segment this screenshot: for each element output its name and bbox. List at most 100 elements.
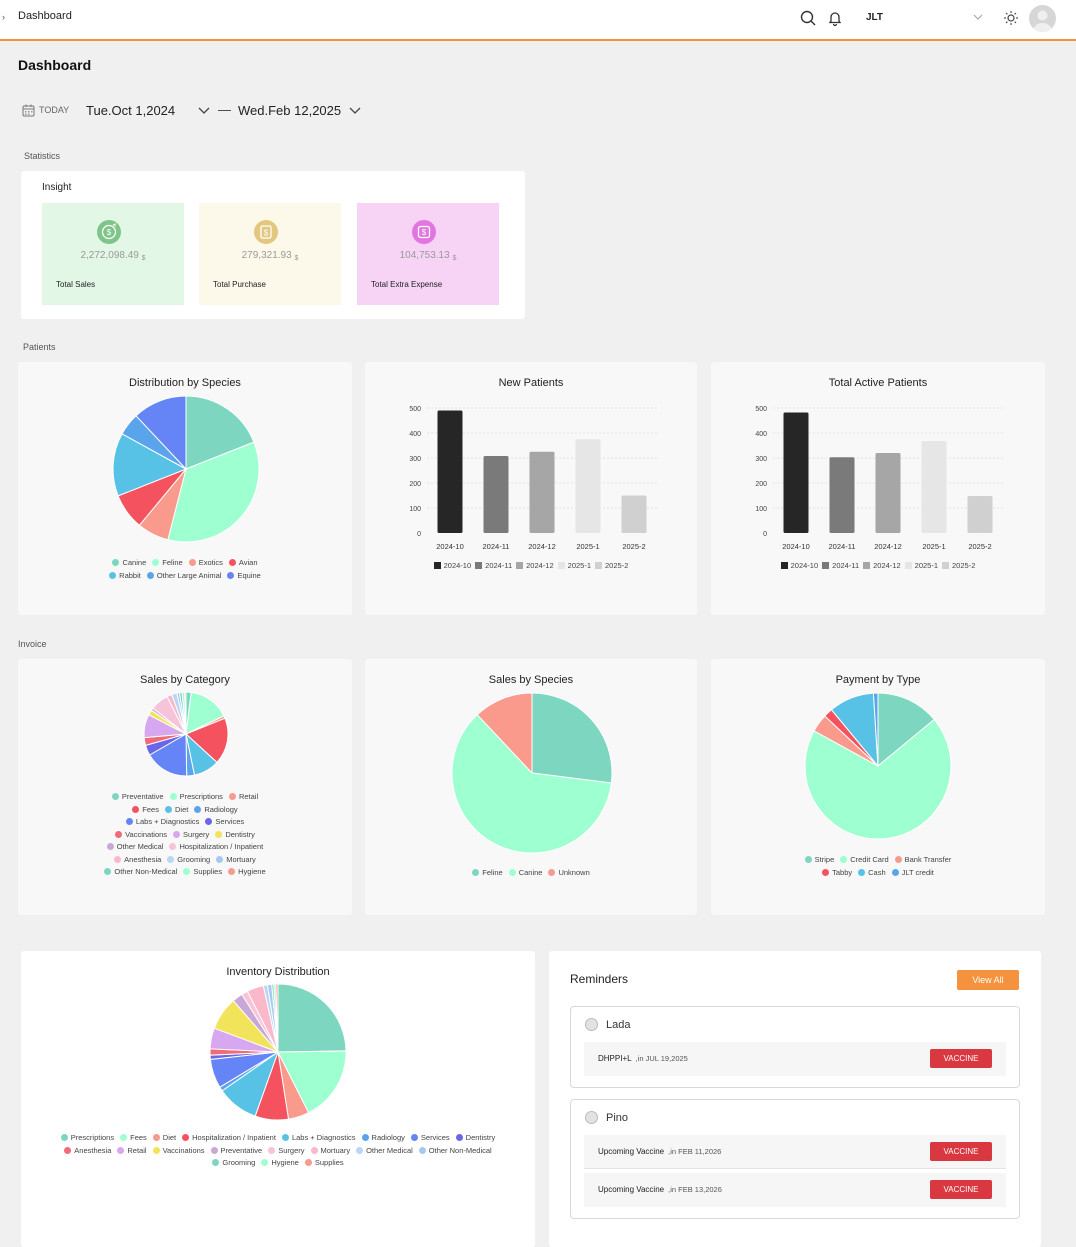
legend-item[interactable]: Anesthesia: [64, 1145, 111, 1158]
legend-item[interactable]: Hospitalization / Inpatient: [182, 1132, 276, 1145]
pie-slice-labs-diagnostics[interactable]: [148, 733, 188, 777]
legend-item[interactable]: Other Medical: [356, 1145, 413, 1158]
legend-item[interactable]: Labs + Diagnostics: [125, 816, 199, 829]
legend-item[interactable]: Fees: [132, 804, 159, 817]
legend-item[interactable]: Avian: [228, 557, 258, 570]
pie-slice-jlt-credit[interactable]: [872, 692, 879, 767]
vaccine-button[interactable]: VACCINE: [930, 1180, 992, 1199]
legend-item[interactable]: Surgery: [173, 829, 209, 842]
legend-item[interactable]: Hygiene: [261, 1157, 299, 1170]
legend-item[interactable]: Dentistry: [455, 1132, 495, 1145]
bar-2025-2[interactable]: [967, 496, 993, 533]
legend-item[interactable]: Cash: [858, 867, 886, 880]
legend-item[interactable]: Other Non-Medical: [418, 1145, 492, 1158]
stat-total-extra-expense[interactable]: $ 104,753.13 $ Total Extra Expense: [357, 203, 499, 305]
legend-item[interactable]: Hospitalization / Inpatient: [169, 841, 263, 854]
legend-item[interactable]: Retail: [117, 1145, 147, 1158]
legend-item[interactable]: Bank Transfer: [894, 854, 951, 867]
legend-item[interactable]: 2025-2: [595, 560, 628, 573]
legend-item[interactable]: Feline: [152, 557, 183, 570]
pie-slice-equine[interactable]: [135, 395, 187, 471]
bar-2024-10[interactable]: [437, 410, 463, 534]
legend-item[interactable]: Diet: [152, 1132, 176, 1145]
legend-item[interactable]: Other Medical: [106, 841, 163, 854]
pie-slice-canine[interactable]: [185, 395, 255, 470]
legend-item[interactable]: Mortuary: [216, 854, 256, 867]
bar-2024-11[interactable]: [483, 456, 509, 533]
legend-item[interactable]: Vaccinations: [115, 829, 167, 842]
legend-item[interactable]: Radiology: [361, 1132, 405, 1145]
legend-item[interactable]: Canine: [508, 867, 542, 880]
pie-slice-supplies[interactable]: [275, 983, 279, 1053]
legend-item[interactable]: Unknown: [548, 867, 590, 880]
calendar-icon[interactable]: [22, 104, 35, 117]
legend-item[interactable]: 2025-2: [942, 560, 975, 573]
legend-item[interactable]: 2024-11: [475, 560, 512, 573]
chevron-down-icon[interactable]: [971, 10, 985, 24]
legend-item[interactable]: Preventative: [111, 791, 164, 804]
legend-item[interactable]: Services: [410, 1132, 450, 1145]
legend-item[interactable]: Rabbit: [109, 570, 141, 583]
pie-slice-fees[interactable]: [277, 1050, 347, 1114]
bar-2025-1[interactable]: [921, 441, 947, 533]
vaccine-button[interactable]: VACCINE: [930, 1049, 992, 1068]
legend-item[interactable]: Surgery: [268, 1145, 305, 1158]
legend-item[interactable]: 2025-1: [904, 560, 938, 573]
legend-item[interactable]: Hygiene: [228, 866, 266, 879]
legend-item[interactable]: 2024-10: [780, 560, 818, 573]
legend-item[interactable]: Radiology: [194, 804, 238, 817]
chevron-down-icon[interactable]: [348, 105, 362, 117]
sidebar-toggle-icon[interactable]: ›: [2, 12, 5, 22]
legend-item[interactable]: Equine: [227, 570, 261, 583]
legend-item[interactable]: Tabby: [822, 867, 852, 880]
legend-item[interactable]: Exotics: [188, 557, 223, 570]
vaccine-button[interactable]: VACCINE: [930, 1142, 992, 1161]
legend-item[interactable]: Retail: [228, 791, 258, 804]
pie-slice-stripe[interactable]: [877, 692, 935, 768]
legend-item[interactable]: Canine: [112, 557, 146, 570]
bar-2024-12[interactable]: [875, 453, 901, 533]
search-icon[interactable]: [799, 9, 817, 27]
legend-item[interactable]: Preventative: [210, 1145, 262, 1158]
view-all-button[interactable]: View All: [957, 970, 1019, 990]
pie-slice-canine[interactable]: [451, 713, 612, 854]
legend-item[interactable]: JLT credit: [891, 867, 934, 880]
legend-item[interactable]: Credit Card: [840, 854, 889, 867]
pie-slice-rabbit[interactable]: [112, 433, 188, 497]
pie-slice-unknown[interactable]: [476, 692, 533, 775]
legend-item[interactable]: Stripe: [804, 854, 834, 867]
legend-item[interactable]: 2025-1: [557, 560, 591, 573]
legend-item[interactable]: Feline: [472, 867, 503, 880]
avatar[interactable]: [1029, 5, 1056, 32]
legend-item[interactable]: Grooming: [212, 1157, 255, 1170]
legend-item[interactable]: Anesthesia: [114, 854, 161, 867]
legend-item[interactable]: 2024-12: [516, 560, 554, 573]
today-button[interactable]: TODAY: [39, 105, 70, 115]
bar-2024-11[interactable]: [829, 457, 855, 533]
pie-slice-credit-card[interactable]: [804, 718, 952, 840]
bar-2025-1[interactable]: [575, 439, 601, 533]
legend-item[interactable]: Vaccinations: [152, 1145, 205, 1158]
location-select[interactable]: JLT: [866, 12, 884, 23]
legend-item[interactable]: Other Large Animal: [146, 570, 221, 583]
start-date-select[interactable]: Tue.Oct 1,2024: [86, 103, 176, 118]
legend-item[interactable]: 2024-10: [433, 560, 471, 573]
legend-item[interactable]: 2024-12: [863, 560, 901, 573]
bar-2024-10[interactable]: [783, 412, 809, 534]
legend-item[interactable]: Prescriptions: [169, 791, 223, 804]
legend-item[interactable]: Prescriptions: [60, 1132, 114, 1145]
pie-slice-hygiene[interactable]: [184, 691, 187, 735]
legend-item[interactable]: Services: [205, 816, 244, 829]
pie-slice-feline[interactable]: [531, 692, 613, 784]
end-date-select[interactable]: Wed.Feb 12,2025: [238, 103, 342, 118]
legend-item[interactable]: Grooming: [167, 854, 210, 867]
legend-item[interactable]: Other Non-Medical: [104, 866, 177, 879]
pie-slice-prescriptions[interactable]: [277, 983, 347, 1053]
breadcrumb[interactable]: Dashboard: [18, 10, 72, 22]
sun-icon[interactable]: [1003, 10, 1019, 26]
legend-item[interactable]: Diet: [164, 804, 188, 817]
stat-total-sales[interactable]: $ 2,272,098.49 $ Total Sales: [42, 203, 184, 305]
legend-item[interactable]: Dentistry: [215, 829, 255, 842]
stat-total-purchase[interactable]: $ 279,321.93 $ Total Purchase: [199, 203, 341, 305]
bar-2025-2[interactable]: [621, 495, 647, 534]
